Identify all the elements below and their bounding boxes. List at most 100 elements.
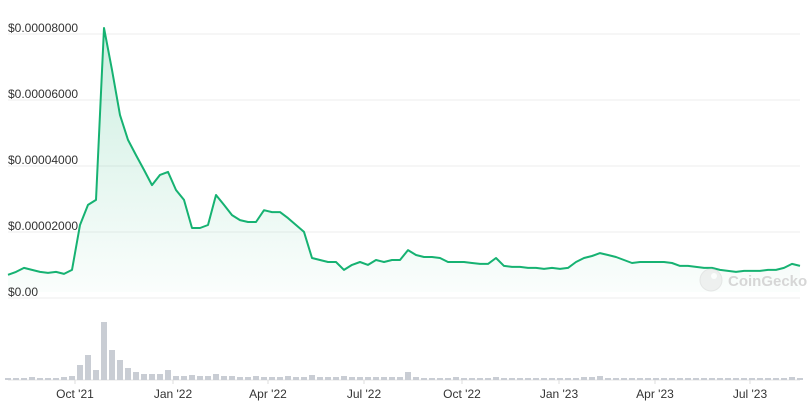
volume-bar (773, 378, 779, 380)
volume-bar (261, 377, 267, 380)
volume-bar (789, 377, 795, 380)
y-tick-label: $0.00004000 (8, 153, 78, 167)
volume-bar (165, 370, 171, 380)
volume-bar (437, 378, 443, 380)
volume-bar (69, 376, 75, 380)
volume-bar (765, 378, 771, 380)
volume-bar (493, 377, 499, 380)
volume-bar (45, 378, 51, 380)
x-tick-label: Jan '22 (154, 387, 193, 401)
volume-bar (397, 377, 403, 380)
volume-bar (453, 377, 459, 380)
volume-bars (5, 322, 803, 380)
volume-bar (325, 377, 331, 380)
volume-bar (693, 378, 699, 380)
volume-bar (501, 378, 507, 380)
volume-bar (37, 378, 43, 380)
volume-bar (77, 365, 83, 380)
volume-bar (733, 378, 739, 380)
volume-bar (85, 355, 91, 380)
volume-bar (589, 377, 595, 380)
volume-bar (245, 377, 251, 380)
labels: $0.00 $0.00002000 $0.00004000 $0.00006000 $0… (8, 21, 767, 401)
x-tick-label: Jul '22 (347, 387, 382, 401)
y-tick-label: $0.00002000 (8, 219, 78, 233)
volume-bar (389, 377, 395, 380)
volume-bar (653, 378, 659, 380)
volume-bar (573, 378, 579, 380)
watermark-logo (699, 268, 723, 292)
volume-bar (709, 378, 715, 380)
volume-bar (741, 378, 747, 380)
volume-bar (549, 378, 555, 380)
volume-bar (421, 378, 427, 380)
volume-bar (581, 377, 587, 380)
volume-bar (381, 377, 387, 380)
volume-bar (797, 378, 803, 380)
price-line (7, 27, 801, 276)
volume-bar (429, 378, 435, 380)
volume-bar (229, 376, 235, 380)
volume-bar (477, 378, 483, 380)
volume-bar (373, 377, 379, 380)
x-tick-label: Oct '22 (443, 387, 481, 401)
volume-bar (269, 377, 275, 380)
volume-bar (309, 375, 315, 380)
volume-bar (21, 378, 27, 380)
volume-bar (93, 370, 99, 380)
volume-bar (13, 378, 19, 380)
volume-bar (533, 378, 539, 380)
volume-bar (61, 377, 67, 380)
volume-bar (645, 378, 651, 380)
y-tick-label: $0.00006000 (8, 87, 78, 101)
volume-bar (637, 378, 643, 380)
volume-bar (517, 378, 523, 380)
volume-bar (557, 378, 563, 380)
volume-bar (725, 378, 731, 380)
volume-bar (629, 378, 635, 380)
volume-bar (213, 374, 219, 380)
volume-bar (509, 378, 515, 380)
volume-bar (101, 322, 107, 380)
volume-bar (173, 376, 179, 380)
volume-bar (317, 377, 323, 380)
volume-bar (357, 377, 363, 380)
volume-bar (205, 376, 211, 380)
volume-bar (605, 378, 611, 380)
volume-bar (565, 378, 571, 380)
volume-bar (661, 378, 667, 380)
volume-bar (701, 378, 707, 380)
y-tick-label: $0.00008000 (8, 21, 78, 35)
volume-bar (285, 376, 291, 380)
volume-bar (157, 374, 163, 380)
volume-bar (485, 378, 491, 380)
volume-bar (677, 378, 683, 380)
x-tick-label: Oct '21 (56, 387, 94, 401)
volume-bar (669, 378, 675, 380)
volume-bar (237, 377, 243, 380)
watermark: CoinGecko (728, 273, 807, 290)
volume-bar (341, 376, 347, 380)
volume-bar (621, 378, 627, 380)
volume-bar (445, 378, 451, 380)
volume-bar (149, 374, 155, 380)
volume-bar (717, 378, 723, 380)
volume-bar (365, 377, 371, 380)
volume-bar (597, 376, 603, 380)
volume-bar (29, 377, 35, 380)
volume-bar (405, 372, 411, 380)
volume-bar (301, 377, 307, 380)
volume-bar (293, 377, 299, 380)
volume-bar (461, 378, 467, 380)
volume-bar (197, 376, 203, 380)
volume-bar (181, 376, 187, 380)
x-tick-label: Jul '23 (733, 387, 768, 401)
volume-bar (333, 377, 339, 380)
x-tick-label: Apr '22 (249, 387, 287, 401)
volume-bar (5, 378, 11, 380)
volume-bar (141, 374, 147, 380)
volume-bar (781, 378, 787, 380)
volume-bar (541, 378, 547, 380)
volume-bar (189, 375, 195, 380)
